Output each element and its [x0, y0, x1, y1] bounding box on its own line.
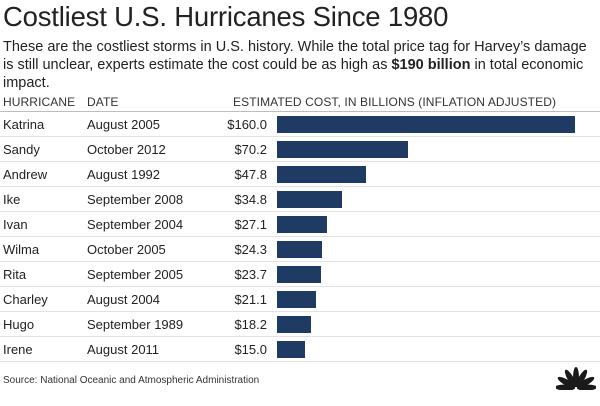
table-row: Hugo September 1989 $18.2 [0, 312, 600, 337]
row-divider [0, 336, 600, 337]
table-row: Katrina August 2005 $160.0 [0, 112, 600, 137]
cost-label: $160.0 [227, 117, 267, 132]
hurricane-date: August 2011 [87, 342, 160, 357]
column-header-date: DATE [87, 95, 119, 109]
hurricane-date: August 1992 [87, 167, 161, 182]
cost-bar [277, 316, 311, 333]
hurricane-name: Wilma [3, 242, 40, 257]
hurricane-date: September 2004 [87, 217, 184, 232]
hurricane-name: Irene [3, 342, 33, 357]
cost-label: $23.7 [234, 267, 267, 282]
cost-label: $70.2 [234, 142, 267, 157]
hurricane-date: September 2008 [87, 192, 184, 207]
hurricane-name: Rita [3, 267, 27, 282]
cost-label: $24.3 [234, 242, 267, 257]
table-row: Charley August 2004 $21.1 [0, 287, 600, 312]
cost-bar [277, 241, 322, 258]
hurricane-date: August 2004 [87, 292, 161, 307]
cost-bar [277, 341, 305, 358]
table-row: Ivan September 2004 $27.1 [0, 212, 600, 237]
cost-label: $21.1 [234, 292, 267, 307]
hurricane-date: August 2005 [87, 117, 161, 132]
row-divider [0, 311, 600, 312]
header-divider [0, 111, 600, 112]
row-divider [0, 286, 600, 287]
subtitle-text-after: in total economic impact. [3, 57, 584, 91]
chart-subtitle: These are the costliest storms in U.S. h… [3, 38, 597, 92]
hurricane-date: October 2005 [87, 242, 166, 257]
hurricane-name: Hugo [3, 317, 35, 332]
cost-bar [277, 141, 408, 158]
table-row: Wilma October 2005 $24.3 [0, 237, 600, 262]
hurricane-name: Sandy [3, 142, 40, 157]
cost-bar [277, 291, 316, 308]
row-divider [0, 186, 600, 187]
hurricane-name: Ivan [3, 217, 28, 232]
cost-label: $34.8 [234, 192, 267, 207]
table-row: Sandy October 2012 $70.2 [0, 137, 600, 162]
row-divider [0, 136, 600, 137]
cost-bar [277, 266, 321, 283]
chart-title: Costliest U.S. Hurricanes Since 1980 [3, 1, 449, 32]
table-row: Ike September 2008 $34.8 [0, 187, 600, 212]
hurricane-date: October 2012 [87, 142, 166, 157]
cost-label: $15.0 [234, 342, 267, 357]
row-divider [0, 361, 600, 362]
subtitle-text-before: These are the costliest storms in U.S. h… [3, 39, 587, 73]
cost-label: $18.2 [234, 317, 267, 332]
table-row: Irene August 2011 $15.0 [0, 337, 600, 362]
row-divider [0, 236, 600, 237]
hurricane-name: Katrina [3, 117, 45, 132]
row-divider [0, 211, 600, 212]
cost-bar [277, 116, 575, 133]
nbc-peacock-icon [556, 367, 596, 390]
column-header-cost: ESTIMATED COST, IN BILLIONS (INFLATION A… [233, 95, 557, 109]
column-header-hurricane: HURRICANE [3, 95, 76, 109]
subtitle-highlight: $190 billion [391, 57, 471, 73]
hurricane-name: Charley [3, 292, 48, 307]
cost-label: $27.1 [234, 217, 267, 232]
table-row: Andrew August 1992 $47.8 [0, 162, 600, 187]
table-row: Rita September 2005 $23.7 [0, 262, 600, 287]
hurricane-name: Andrew [3, 167, 48, 182]
source-note: Source: National Oceanic and Atmospheric… [3, 375, 260, 386]
hurricane-date: September 1989 [87, 317, 184, 332]
cost-bar [277, 191, 342, 208]
cost-bar [277, 166, 366, 183]
row-divider [0, 161, 600, 162]
hurricane-date: September 2005 [87, 267, 184, 282]
row-divider [0, 261, 600, 262]
cost-label: $47.8 [234, 167, 267, 182]
hurricane-name: Ike [3, 192, 21, 207]
cost-bar [277, 216, 327, 233]
